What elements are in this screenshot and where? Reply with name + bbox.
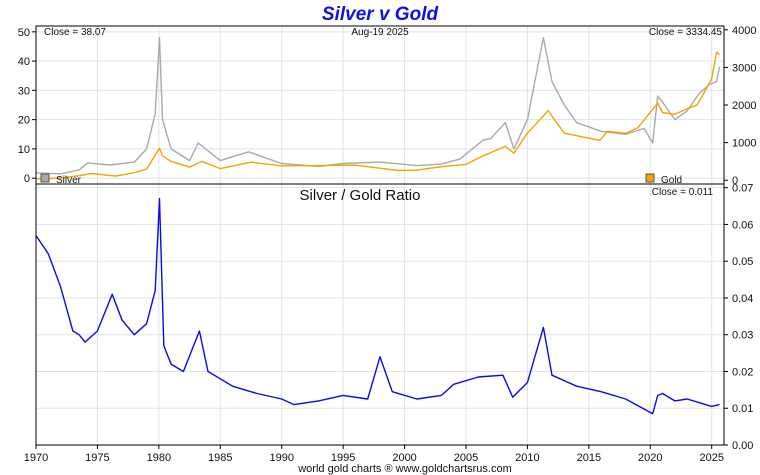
ratio-tick-label: 0.02 (732, 366, 753, 378)
silver-gold-ratio-line (35, 197, 720, 415)
gold-price-line (35, 51, 720, 180)
date-label: Aug-19 2025 (351, 27, 409, 38)
x-tick-label: 2000 (392, 452, 416, 464)
ratio-tick-label: 0.04 (732, 293, 753, 305)
x-tick-label: 1985 (208, 452, 232, 464)
grid-lines (35, 26, 724, 446)
series-lines (35, 37, 721, 415)
axis-ticks: 1970 1975 1980 1985 1990 1995 2000 2005 2010 2015… (18, 25, 757, 464)
gold-legend-swatch (645, 173, 655, 183)
y-right-tick-label: 0 (732, 175, 738, 187)
y-right-tick-label: 2000 (732, 100, 756, 112)
ratio-tick-label: 0.03 (732, 330, 753, 342)
y-right-tick-label: 1000 (732, 138, 756, 150)
y-right-tick-label: 4000 (732, 25, 756, 37)
x-tick-label: 1980 (147, 452, 171, 464)
bottom-panel-frame (35, 183, 725, 446)
y-left-tick-label: 10 (18, 144, 30, 156)
ratio-tick-label: 0.06 (732, 219, 753, 231)
ratio-close-label: Close = 0.011 (652, 187, 714, 198)
x-tick-label: 2005 (454, 452, 478, 464)
x-tick-label: 2025 (699, 452, 723, 464)
y-left-tick-label: 20 (18, 115, 30, 127)
x-tick-label: 1990 (269, 452, 293, 464)
y-left-tick-label: 50 (18, 27, 30, 39)
silver-price-line (35, 37, 721, 175)
y-right-tick-label: 3000 (732, 62, 756, 74)
footer-credit: world gold charts ® www.goldchartsrus.co… (297, 463, 512, 475)
x-tick-label: 1995 (331, 452, 355, 464)
silver-legend-swatch (40, 173, 50, 183)
ratio-tick-label: 0.00 (732, 440, 753, 452)
ratio-tick-label: 0.01 (732, 403, 753, 415)
x-tick-label: 2015 (577, 452, 601, 464)
ratio-title: Silver / Gold Ratio (300, 187, 421, 204)
x-tick-label: 1970 (24, 452, 48, 464)
y-left-tick-label: 0 (24, 173, 30, 185)
silver-legend-label: Silver (56, 175, 82, 186)
ratio-tick-label: 0.05 (732, 256, 753, 268)
right-close-label: Close = 3334.45 (649, 27, 723, 38)
top-panel-frame (35, 25, 725, 185)
x-tick-label: 2020 (638, 452, 662, 464)
gold-legend-label: Gold (661, 175, 682, 186)
chart-title: Silver v Gold (322, 4, 439, 25)
x-tick-label: 2010 (515, 452, 539, 464)
left-close-label: Close = 38.07 (44, 27, 106, 38)
ratio-tick-label: 0.07 (732, 183, 753, 195)
x-tick-label: 1975 (85, 452, 109, 464)
y-left-tick-label: 40 (18, 56, 30, 68)
y-left-tick-label: 30 (18, 85, 30, 97)
